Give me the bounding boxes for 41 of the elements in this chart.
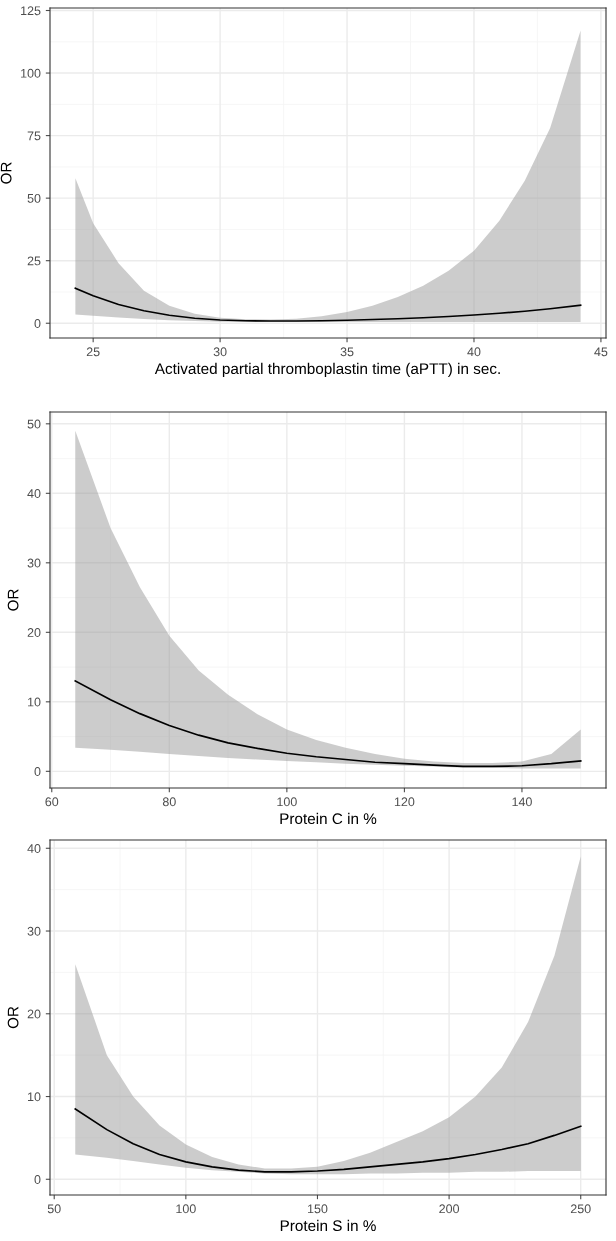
- x-tick-label: 30: [213, 347, 227, 357]
- x-tick-label: 150: [308, 1204, 328, 1214]
- y-tick-label: 75: [27, 131, 41, 141]
- y-tick-label: 50: [27, 419, 41, 429]
- x-tick-label: 25: [86, 347, 100, 357]
- x-tick-label: 60: [45, 797, 59, 807]
- x-tick-label: 100: [176, 1204, 196, 1214]
- y-tick-label: 30: [27, 926, 41, 936]
- y-axis-title: OR: [0, 162, 12, 184]
- y-tick-label: 0: [34, 1175, 41, 1184]
- y-tick-label: 20: [27, 628, 41, 637]
- line-series: [74, 1108, 582, 1173]
- x-tick-label: 250: [570, 1204, 591, 1214]
- y-tick-label: 30: [27, 558, 41, 568]
- line-series: [74, 287, 582, 322]
- x-axis-title: Protein S in %: [280, 1219, 376, 1232]
- x-tick-label: 200: [439, 1204, 460, 1214]
- y-tick-label: 25: [27, 256, 41, 266]
- y-tick-label: 100: [21, 68, 41, 78]
- x-tick-label: 140: [512, 797, 532, 807]
- x-axis-title: Protein C in %: [280, 812, 377, 825]
- x-tick-label: 120: [394, 797, 415, 807]
- y-tick-label: 50: [27, 193, 41, 203]
- x-tick-label: 80: [162, 797, 176, 807]
- x-tick-label: 45: [594, 347, 608, 357]
- y-tick-label: 40: [27, 844, 41, 853]
- y-axis-title: OR: [7, 589, 19, 611]
- x-tick-label: 50: [47, 1204, 61, 1214]
- x-tick-label: 40: [467, 347, 481, 357]
- y-tick-label: 0: [34, 319, 41, 328]
- y-axis-title: OR: [7, 1006, 19, 1029]
- line-series: [74, 680, 582, 768]
- y-tick-label: 10: [28, 697, 41, 707]
- y-tick-label: 125: [21, 6, 41, 16]
- x-tick-label: 35: [340, 347, 354, 357]
- y-tick-label: 10: [28, 1092, 41, 1102]
- y-tick-label: 0: [34, 767, 41, 776]
- y-tick-label: 20: [27, 1009, 41, 1019]
- x-axis-title: Activated partial thromboplastin time (aPTT) in sec.: [154, 362, 500, 378]
- y-tick-label: 40: [27, 489, 41, 498]
- x-tick-label: 100: [277, 797, 297, 807]
